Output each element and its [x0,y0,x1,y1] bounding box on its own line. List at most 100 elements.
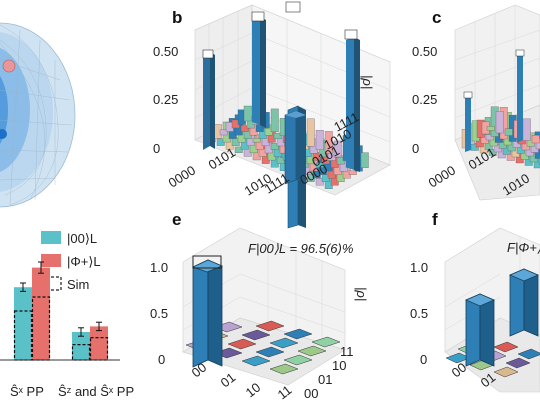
small-bar [360,152,369,168]
legend: |00⟩L |Φ+⟩L Sim [40,231,101,292]
floor-tile [255,320,285,332]
panel-f-3d-chart: 1.0 0.5 0 F|Φ+⟩ 00 01 [410,227,540,393]
floor-tile [241,329,271,341]
panel-e-3d-chart: 1.0 0.5 0 |ρ| F|00⟩L = 96.5(6)% 00 01 10… [150,227,369,400]
panel-e-zlabel: |ρ| [354,287,369,301]
legend-swatch-sim [40,276,62,291]
panel-b-tall-bar [251,11,266,128]
small-bar [485,134,494,141]
panel-f-ztick: 1.0 [410,260,428,275]
panel-b-tall-bar [284,110,306,185]
floor-tile [297,345,327,357]
panel-d-xtick: Ŝᶻ and Ŝˣ PP [58,384,134,399]
panel-e-ytick: 00 [304,386,318,400]
small-bar [315,162,324,168]
sphere-pink-dot [2,59,16,73]
floor-tile [241,355,271,367]
panel-c-small-bars [461,106,540,169]
panel-c-ztick: 0 [412,141,419,156]
floor-tile [269,363,299,375]
panel-e-xtick: 11 [275,382,295,400]
panel-f-fidelity: F|Φ+⟩ [507,240,540,255]
panel-f-ztick: 0.5 [410,306,428,321]
panel-b-ztick: 0.25 [153,92,178,107]
panel-b-tall-bar [202,49,215,150]
floor-tile [493,366,519,378]
small-bar [504,128,513,136]
small-bar [488,148,497,156]
panel-e-ztick: 0 [158,352,165,367]
panel-b-xtick: 0000 [166,162,198,190]
floor-tile [311,336,341,348]
legend-label-sim: Sim [67,277,89,292]
floor-tile [227,338,257,350]
panel-e-ztick: 0.5 [150,306,168,321]
panel-c-xtick: 0000 [426,162,458,190]
panel-e-fidelity: F|00⟩L = 96.5(6)% [248,241,353,256]
panel-label-f: f [432,210,438,229]
small-bar [252,137,261,143]
panel-f-bar-0000 [464,293,496,367]
floor-tile [517,348,540,360]
small-bar [522,118,531,141]
small-bar [270,143,279,150]
panel-d-bars [13,261,109,361]
panel-label-e: e [172,210,181,229]
sphere-blue-dot [0,129,7,139]
bar-1-1 [90,326,108,360]
panel-label-b: b [172,8,182,27]
panel-b-3d-chart: 0.50 0.25 0 |ρ| 0000 0101 1010 1111 1111… [153,1,391,229]
floor-tile [255,346,285,358]
small-bar [273,132,282,140]
panel-e-ytick: 11 [340,344,354,359]
small-bar [243,105,252,122]
panel-d-xtick: Ŝˣ PP [10,384,44,399]
panel-b-tall-bar [344,29,360,172]
small-bar [306,118,315,147]
small-bar [315,129,324,150]
floor-tile [269,337,299,349]
legend-swatch-phi [41,254,61,267]
small-bar [234,146,243,153]
small-bar [498,141,507,149]
panel-c-ztick: 0.25 [412,92,437,107]
sim-bar-0-0 [13,310,33,361]
panel-e-xtick: 10 [243,380,264,400]
panel-a-sphere-illustration [0,22,76,208]
small-bar [270,108,279,132]
bar-1-0 [72,332,90,360]
panel-label-c: c [432,8,441,27]
small-bar [348,170,357,175]
legend-label-phi: |Φ+⟩L [67,254,101,269]
small-bar [333,140,342,158]
small-bar [219,129,228,136]
panel-c-tall-bar [463,91,473,152]
floor-tile [505,357,531,369]
panel-b-zlabel: |ρ| [360,75,375,89]
panel-e-bar-0000 [191,255,224,368]
small-bar [276,157,285,164]
panel-c-ztick: 0.50 [412,44,437,59]
panel-e-ytick: 01 [318,372,332,387]
bar-0-1 [32,267,50,360]
panel-b-ztick: 0 [153,141,160,156]
small-bar [495,111,504,134]
panel-e-xtick: 00 [189,360,210,381]
legend-swatch-00 [41,231,61,244]
small-bar [486,126,495,131]
panel-e-ztick: 1.0 [150,260,168,275]
legend-label-00: |00⟩L [67,231,97,246]
panel-d-bar-chart: |00⟩L |Φ+⟩L Sim Ŝˣ PP Ŝᶻ and Ŝˣ PP [0,231,134,399]
floor-tile [283,328,313,340]
panel-b-ztick: 0.50 [153,44,178,59]
small-bar [240,125,249,132]
panel-f-bar-0011 [508,268,540,337]
small-bar [324,131,333,154]
panel-c-tall-bar [515,49,525,143]
panel-c-3d-chart: 0.50 0.25 0 0000 0101 1010 [412,4,540,201]
panel-e-xtick: 01 [218,370,239,391]
floor-tile [283,354,313,366]
panel-f-ztick: 0 [420,352,427,367]
